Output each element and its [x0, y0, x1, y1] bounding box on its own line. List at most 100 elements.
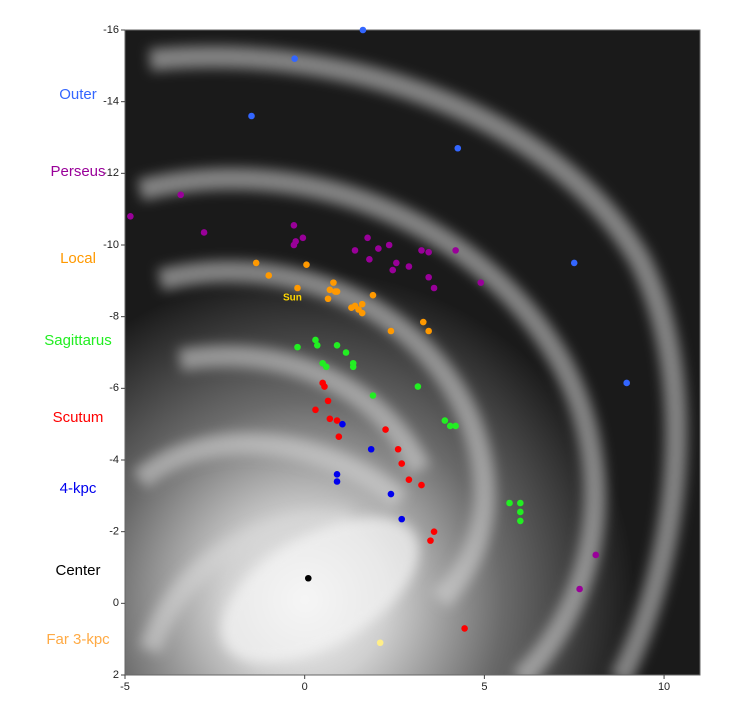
data-point [382, 426, 389, 433]
data-point [290, 241, 298, 249]
data-point [333, 288, 341, 295]
data-point [339, 420, 346, 428]
data-point [313, 342, 321, 349]
data-point [177, 191, 185, 199]
data-point [389, 266, 397, 274]
data-point [441, 417, 449, 424]
data-point [127, 213, 134, 220]
data-point [405, 263, 413, 270]
data-point [517, 508, 524, 516]
data-point [425, 273, 432, 281]
x-tick-label: -5 [120, 681, 130, 693]
data-point [312, 336, 319, 344]
data-point [592, 551, 600, 559]
data-point [398, 460, 406, 467]
data-point [290, 221, 298, 229]
data-point [414, 383, 422, 390]
data-point [200, 229, 208, 236]
data-point [387, 490, 395, 498]
data-point [324, 397, 332, 405]
legend-label: Center [55, 562, 100, 579]
data-point [333, 471, 341, 478]
data-point [430, 284, 438, 292]
y-tick-label: -8 [109, 311, 119, 323]
data-point [304, 574, 312, 582]
data-point [430, 528, 438, 535]
data-point [452, 247, 459, 254]
data-point [405, 476, 413, 484]
data-point [398, 515, 406, 523]
data-point [506, 499, 513, 507]
y-tick-label: -2 [109, 526, 119, 538]
data-point [461, 625, 468, 632]
data-point [366, 256, 373, 263]
data-point [367, 445, 375, 453]
data-point [425, 248, 432, 256]
data-point [299, 234, 307, 242]
y-tick-label: -12 [103, 167, 119, 179]
data-point [369, 392, 377, 399]
x-tick-label: 10 [658, 681, 670, 693]
data-point [576, 585, 583, 593]
data-point [418, 247, 425, 254]
legend-label: Local [60, 250, 96, 267]
data-point [330, 279, 337, 286]
y-tick-label: -16 [103, 24, 119, 36]
annotation: Sun [283, 293, 302, 304]
data-point [446, 422, 454, 430]
data-point [265, 272, 273, 279]
data-point [335, 433, 343, 441]
data-point [623, 379, 630, 387]
data-point [454, 144, 462, 152]
legend-label: Far 3-kpc [46, 631, 110, 648]
data-point [477, 279, 485, 286]
data-point [333, 478, 341, 485]
data-point [312, 406, 319, 414]
data-point [517, 517, 524, 525]
data-point [517, 499, 524, 507]
data-point [349, 363, 357, 371]
y-tick-label: 0 [113, 597, 119, 609]
data-point [351, 247, 359, 254]
data-point [326, 415, 334, 423]
legend-label: 4-kpc [60, 480, 97, 497]
legend-label: Scutum [53, 409, 104, 426]
data-point [358, 309, 366, 317]
data-point [570, 259, 578, 267]
data-point [252, 259, 260, 267]
data-point [452, 422, 459, 430]
y-tick-label: -4 [109, 454, 119, 466]
data-point [333, 342, 341, 349]
data-point [322, 363, 330, 371]
data-point [333, 417, 341, 424]
data-point [326, 286, 334, 294]
data-point [387, 327, 395, 335]
plot-frame [124, 29, 701, 676]
data-point [248, 112, 255, 120]
x-tick-label: 5 [481, 681, 487, 693]
legend-label: Perseus [50, 163, 105, 180]
data-point [294, 343, 301, 351]
data-point [358, 300, 366, 308]
y-tick-label: -6 [109, 382, 119, 394]
data-point [324, 295, 332, 303]
data-point [418, 481, 425, 489]
data-point [385, 241, 393, 249]
y-tick-label: -14 [103, 96, 119, 108]
data-point [425, 327, 432, 335]
data-point [427, 537, 434, 544]
y-tick-label: -10 [103, 239, 119, 251]
data-point [303, 261, 310, 269]
legend-label: Sagittarus [44, 332, 112, 349]
data-point [342, 349, 350, 356]
x-tick-label: 0 [302, 681, 308, 693]
data-point [394, 445, 402, 453]
data-point [369, 291, 377, 299]
legend-label: Outer [59, 86, 97, 103]
data-point [321, 383, 328, 390]
y-tick-label: 2 [113, 669, 119, 681]
galaxy-image [125, 30, 700, 675]
data-point [291, 55, 298, 62]
data-point [419, 318, 427, 326]
